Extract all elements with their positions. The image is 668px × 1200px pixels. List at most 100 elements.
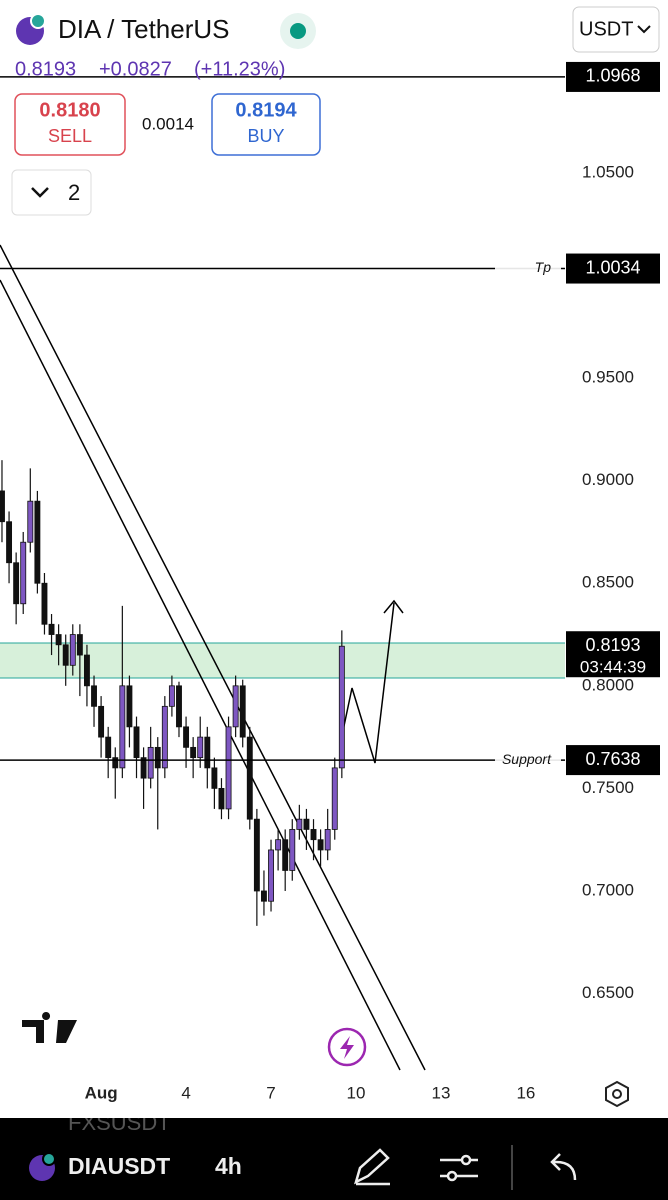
candle-body [76,634,83,656]
level-price-box [566,745,660,776]
candle-body [105,736,112,759]
candle-body [161,705,168,769]
candle-body [303,818,310,830]
exchange-icon [30,13,46,29]
candle-body [20,541,27,605]
settings-icon [612,1089,622,1099]
x-tick-label: 4 [181,1083,190,1102]
candle-body [168,685,175,707]
indicator-count: 2 [68,180,80,205]
change: +0.0827 [99,58,172,80]
x-tick-label: 10 [347,1083,366,1102]
candle-body [289,829,296,871]
candle-body [34,500,41,584]
candle-body [13,562,20,605]
candle-body [317,839,324,851]
buy-label: BUY [247,126,284,146]
candle-body [204,736,211,769]
x-tick-label: 13 [431,1083,450,1102]
settings-sliders[interactable] [440,1158,478,1178]
current-price: 0.8193 [585,635,640,655]
draw-button[interactable] [354,1148,390,1186]
candle-body [253,818,260,892]
exchange-icon [42,1152,56,1166]
candle-body [296,818,303,830]
candle-body [338,645,345,769]
slider-knob [446,1170,458,1182]
candle-body [211,767,218,789]
level-label-bg [495,750,561,771]
candle-body [246,736,253,820]
buy-price: 0.8194 [235,99,297,121]
candle-body [154,746,161,769]
candle-body [91,685,97,707]
candle-body [261,890,267,902]
sell-button[interactable] [14,93,126,156]
candle-body [27,500,34,543]
level-price-box [566,61,660,92]
candle-body [126,685,133,728]
level-price: 0.7638 [585,749,640,769]
spread: 0.0014 [142,114,194,133]
candle-body [324,829,331,851]
axes: 1.0500 0.9500 0.9000 0.8500 0.8000 0.7500 0.70… [85,61,660,1102]
candle-body [55,634,62,646]
currency-button[interactable] [572,6,660,53]
sell-price: 0.8180 [39,99,100,121]
y-tick-label: 1.0500 [582,162,634,181]
y-tick-label: 0.6500 [582,983,634,1002]
trend-line [0,279,401,1071]
y-tick-label: 0.9000 [582,470,634,489]
candle-body [197,736,204,759]
candle-body [133,726,140,759]
candle-body [62,644,69,666]
symbol-title[interactable]: DIA / TetherUS [58,14,230,44]
candle-body [140,757,147,779]
candle-body [176,685,182,728]
candle-body [232,685,239,728]
back-button[interactable] [550,1153,577,1181]
projection-arrow [339,602,395,764]
price-box [566,631,660,678]
currency: USDT [579,18,633,40]
candle-body [190,746,197,759]
x-tick-label: 16 [516,1083,535,1102]
y-tick-label: 0.7500 [582,778,634,797]
change-percent: (+11.23%) [194,58,285,80]
candle-body [310,829,317,841]
candle-body [83,654,90,687]
buy-button[interactable] [211,93,321,156]
trend-line [0,244,426,1071]
candle-body [98,705,105,738]
candle-body [147,746,154,779]
plot-area: Tp Support [0,76,565,1071]
candle-body [41,582,48,625]
zone [0,643,565,678]
candle-body [218,788,225,810]
y-tick-label: 0.9500 [582,368,634,387]
candle-body [0,490,5,523]
candle-body [112,757,119,769]
arrow-head [383,599,404,614]
toolbar-symbol[interactable]: DIAUSDT [68,1153,170,1179]
sell-label: SELL [48,126,92,146]
y-tick-label: 0.7000 [582,880,634,899]
candle-body [6,521,13,564]
x-tick-label: Aug [85,1083,118,1102]
candle-body [275,839,282,851]
candle-body [282,839,289,871]
level-label: Tp [535,259,552,275]
settings-button[interactable] [605,1080,629,1108]
y-tick-label: 0.8000 [582,675,634,694]
candle-body [239,685,246,738]
interval[interactable]: 4h [215,1153,242,1179]
indicators-button[interactable] [11,169,92,216]
candle-body [119,685,126,769]
y-tick-label: 0.8500 [582,573,634,592]
candle-body [69,634,76,666]
level-price-box [566,253,660,284]
slider-knob [460,1154,472,1166]
market-status [290,23,306,39]
tv-logo [22,1012,77,1043]
